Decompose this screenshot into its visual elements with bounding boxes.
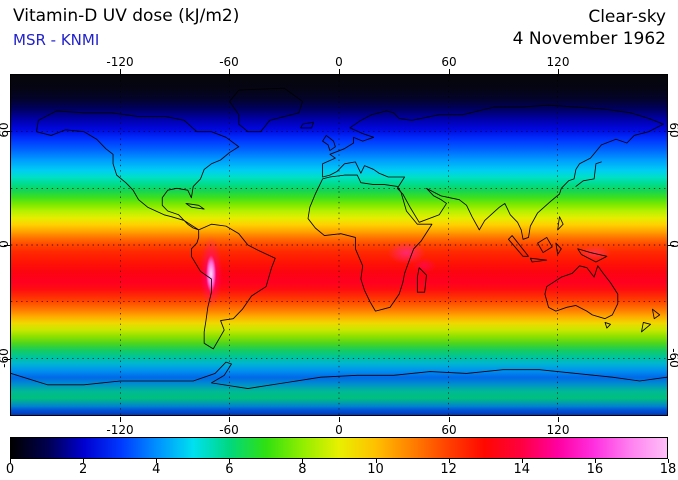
colorbar-tick	[83, 459, 85, 463]
axis-tick	[339, 417, 340, 422]
axis-tick	[668, 131, 674, 132]
axis-tick	[4, 131, 10, 132]
colorbar-label: 12	[440, 462, 457, 477]
axis-tick	[120, 69, 121, 74]
uv-dose-world-map	[10, 74, 668, 416]
plot-title: Vitamin-D UV dose (kJ/m2)	[13, 6, 240, 26]
sulawesi-outline	[555, 242, 562, 255]
lat-tick-label-right: 60	[667, 122, 678, 138]
colorbar-ticks	[10, 459, 669, 463]
header-right: Clear-sky 4 November 1962	[513, 6, 666, 50]
axis-tick	[668, 359, 674, 360]
continent-outlines	[11, 87, 667, 389]
colorbar-label: 18	[659, 462, 677, 477]
colorbar-label: 4	[152, 462, 161, 477]
africa-outline	[307, 174, 433, 312]
north-america-outline	[36, 110, 240, 231]
java-outline	[529, 257, 548, 263]
colorbar-tick	[229, 459, 231, 463]
colorbar-tick	[302, 459, 304, 463]
colorbar-label: 0	[5, 462, 15, 477]
lon-tick-label-top: -120	[106, 55, 134, 69]
lat-tick-label-right: 0	[667, 234, 678, 254]
world-map-overlay	[11, 75, 667, 415]
colorbar-labels: 0 2 4 6 8 10 12 14 16 18	[6, 462, 676, 478]
graticule	[11, 75, 667, 415]
axis-tick	[229, 417, 230, 422]
antarctica-outline	[11, 361, 667, 389]
date-label: 4 November 1962	[512, 29, 666, 49]
colorbar-tick	[448, 459, 450, 463]
axis-tick	[4, 359, 10, 360]
lon-tick-label-top: -60	[219, 55, 239, 69]
colorbar-label: 2	[78, 462, 88, 477]
australia-outline	[544, 265, 619, 320]
colorbar-label: 14	[513, 462, 531, 477]
lon-tick-label-top: 0	[335, 55, 343, 69]
colorbar-label: 16	[586, 462, 604, 477]
lon-tick-label-bottom: -60	[219, 423, 239, 437]
colorbar-label: 6	[225, 462, 234, 477]
colorbar-tick	[10, 459, 11, 463]
lon-tick-label-top: 60	[441, 55, 457, 69]
eurasia-outline	[322, 104, 664, 240]
colorbar-tick	[594, 459, 596, 463]
colorbar-tick	[156, 459, 158, 463]
axis-tick	[449, 69, 450, 74]
axis-tick	[4, 245, 10, 246]
source-label: MSR - KNMI	[13, 31, 100, 49]
axis-tick	[558, 417, 559, 422]
axis-tick	[339, 69, 340, 74]
axis-tick	[229, 69, 230, 74]
lon-tick-label-top: 120	[546, 55, 570, 69]
greenland-outline	[229, 87, 303, 133]
lon-tick-label-bottom: 60	[441, 423, 457, 437]
madagascar-outline	[416, 267, 427, 293]
south-america-outline	[190, 223, 276, 350]
condition-label: Clear-sky	[588, 7, 666, 27]
axis-tick	[120, 417, 121, 422]
britain-outline	[322, 135, 336, 151]
colorbar-tick	[375, 459, 377, 463]
philippines-outline	[557, 216, 564, 231]
lon-tick-label-bottom: 0	[335, 423, 343, 437]
lon-tick-label-bottom: -120	[106, 423, 134, 437]
colorbar-label: 8	[298, 462, 307, 477]
sumatra-outline	[508, 235, 529, 257]
colorbar-tick	[521, 459, 523, 463]
axis-tick	[449, 417, 450, 422]
lat-tick-label-right: -60	[667, 348, 678, 368]
new-zealand-south-outline	[641, 322, 652, 333]
lon-tick-label-bottom: 120	[546, 423, 570, 437]
new-guinea-outline	[577, 248, 608, 263]
new-zealand-north-outline	[652, 308, 661, 320]
colorbar-tick	[668, 459, 669, 463]
borneo-outline	[537, 237, 553, 253]
cuba-outline	[185, 203, 205, 210]
axis-tick	[668, 245, 674, 246]
colorbar	[10, 437, 668, 459]
colorbar-label: 10	[367, 462, 384, 477]
axis-tick	[558, 69, 559, 74]
iceland-outline	[300, 121, 314, 129]
japan-outline	[575, 161, 602, 187]
tasmania-outline	[604, 322, 611, 329]
